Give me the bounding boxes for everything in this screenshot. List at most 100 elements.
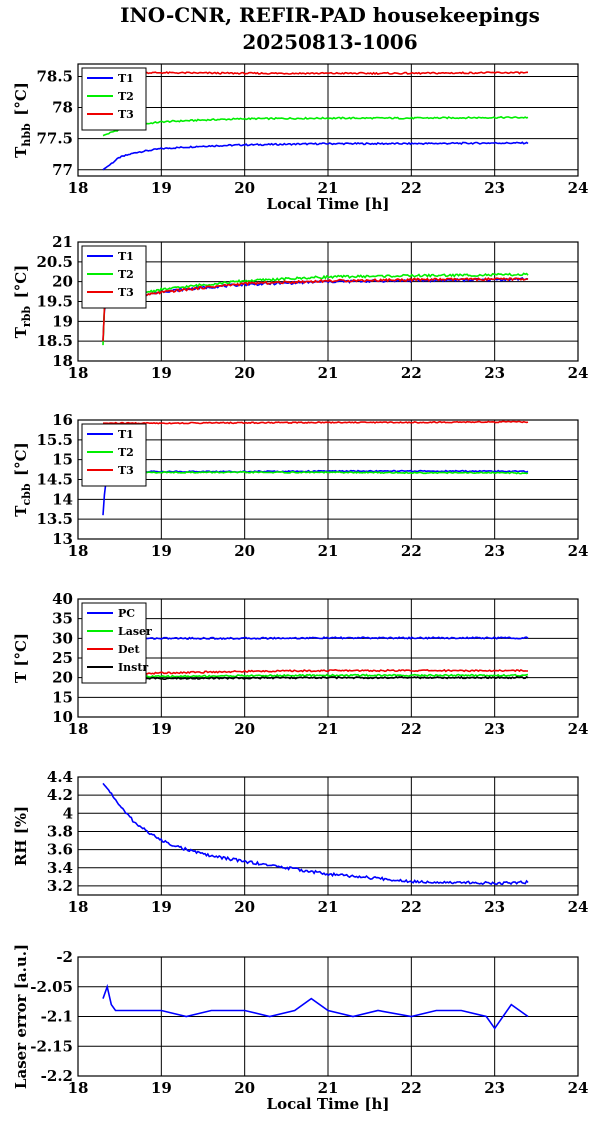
- y-tick-label: 14.5: [36, 471, 73, 489]
- y-axis-label: T [°C]: [12, 633, 30, 683]
- series-line-t1: [102, 277, 529, 342]
- y-tick-label: 15: [52, 688, 73, 706]
- y-tick-label: 78: [52, 99, 73, 117]
- series-line-data: [102, 782, 529, 886]
- x-tick-label: 19: [151, 898, 172, 916]
- x-axis-label: Local Time [h]: [267, 1095, 390, 1113]
- chart-panel-5: 18 19 20 21 22 23 24 3.23.43.63.844.24.4 RH [%]: [12, 768, 588, 916]
- y-axis-label: RH [%]: [12, 806, 30, 866]
- legend: T1 T2 T3: [81, 423, 147, 487]
- x-tick-label: 18: [68, 1079, 89, 1097]
- y-tick-label: 21: [52, 233, 73, 251]
- legend-box: [81, 602, 147, 684]
- x-axis-label: Local Time [h]: [267, 195, 390, 213]
- legend: PC Laser Det Instr: [81, 602, 152, 684]
- y-axis-label: Tcbb [°C]: [12, 442, 33, 516]
- legend-label: Det: [118, 643, 141, 656]
- x-tick-label: 18: [68, 720, 89, 738]
- legend-label: T3: [118, 464, 134, 477]
- figure-title-line2: 20250813-1006: [242, 30, 417, 54]
- y-tick-label: 13: [52, 530, 73, 548]
- x-tick-label: 23: [484, 898, 505, 916]
- y-tick-label: 3.8: [47, 822, 73, 840]
- legend-label: T2: [118, 446, 134, 459]
- y-tick-label: 3.4: [47, 859, 73, 877]
- plot-frame: [77, 63, 579, 177]
- y-tick-label: 3.6: [47, 841, 73, 859]
- x-tick-label: 24: [568, 364, 589, 382]
- y-tick-label: 20.5: [36, 253, 73, 271]
- series-line-t3: [103, 71, 528, 76]
- y-axis-label: Laser error [a.u.]: [12, 944, 30, 1089]
- y-axis-label: Trbb [°C]: [12, 265, 33, 339]
- x-tick-label: 20: [234, 364, 255, 382]
- x-tick-label: 24: [568, 720, 589, 738]
- x-tick-label: 24: [568, 542, 589, 560]
- x-tick-label: 20: [234, 179, 255, 197]
- legend: T1 T2 T3: [81, 67, 147, 131]
- y-tick-label: -2.2: [41, 1067, 73, 1085]
- y-tick-label: 20: [52, 273, 73, 291]
- plot-frame: [77, 241, 579, 362]
- y-tick-label: 20: [52, 669, 73, 687]
- x-tick-label: 20: [234, 542, 255, 560]
- y-tick-label: 35: [52, 610, 73, 628]
- y-tick-label: 15.5: [36, 431, 73, 449]
- legend-label: T3: [118, 286, 134, 299]
- x-tick-label: 19: [151, 179, 172, 197]
- series-line-instr: [103, 675, 529, 681]
- x-tick-label: 19: [151, 542, 172, 560]
- x-tick-label: 18: [68, 898, 89, 916]
- y-tick-label: -2.05: [30, 978, 73, 996]
- x-tick-label: 24: [568, 179, 589, 197]
- y-tick-label: -2: [56, 948, 73, 966]
- series-line-pc: [103, 636, 529, 641]
- y-tick-label: 3.2: [47, 877, 73, 895]
- plot-frame: [77, 419, 579, 540]
- series-line-laser: [103, 673, 529, 679]
- series-line-t3: [102, 277, 529, 342]
- y-tick-label: 4.4: [47, 768, 73, 786]
- legend-label: T1: [118, 72, 134, 85]
- x-tick-label: 22: [401, 364, 422, 382]
- plot-frame: [77, 598, 579, 718]
- y-tick-label: 19: [52, 312, 73, 330]
- x-tick-label: 24: [568, 898, 589, 916]
- x-tick-label: 23: [484, 542, 505, 560]
- y-tick-label: 16: [52, 411, 73, 429]
- series-line-t2: [102, 272, 529, 346]
- y-tick-label: 4.2: [47, 786, 73, 804]
- series-line-data: [102, 983, 529, 1030]
- series-line-t3: [103, 420, 529, 425]
- x-tick-label: 21: [318, 542, 339, 560]
- y-tick-label: 10: [52, 708, 73, 726]
- legend-label: T1: [118, 428, 134, 441]
- x-tick-label: 23: [484, 364, 505, 382]
- x-tick-label: 22: [401, 542, 422, 560]
- y-tick-label: 25: [52, 649, 73, 667]
- series-line-t2: [102, 470, 529, 475]
- legend-label: T1: [118, 250, 134, 263]
- legend-label: T2: [118, 268, 134, 281]
- y-tick-label: 18.5: [36, 332, 73, 350]
- y-tick-label: 14: [52, 490, 73, 508]
- y-tick-label: 19.5: [36, 293, 73, 311]
- legend-label: Instr: [118, 661, 148, 674]
- x-tick-label: 20: [234, 1079, 255, 1097]
- x-tick-label: 21: [318, 720, 339, 738]
- x-tick-label: 23: [484, 720, 505, 738]
- legend: T1 T2 T3: [81, 245, 147, 309]
- series-line-t1: [102, 141, 529, 171]
- legend-label: T2: [118, 90, 134, 103]
- x-tick-label: 22: [401, 720, 422, 738]
- y-tick-label: 77.5: [36, 130, 73, 148]
- x-tick-label: 21: [318, 179, 339, 197]
- y-tick-label: 15: [52, 451, 73, 469]
- x-tick-label: 22: [401, 179, 422, 197]
- figure-title-line1: INO-CNR, REFIR-PAD housekeepings: [120, 3, 540, 27]
- chart-panel-6: 18 19 20 21 22 23 24 -2.2 -2.15 -2.1 -2.05 -2 Local …: [12, 944, 588, 1113]
- y-tick-label: 13.5: [36, 510, 73, 528]
- y-tick-label: 40: [52, 590, 73, 608]
